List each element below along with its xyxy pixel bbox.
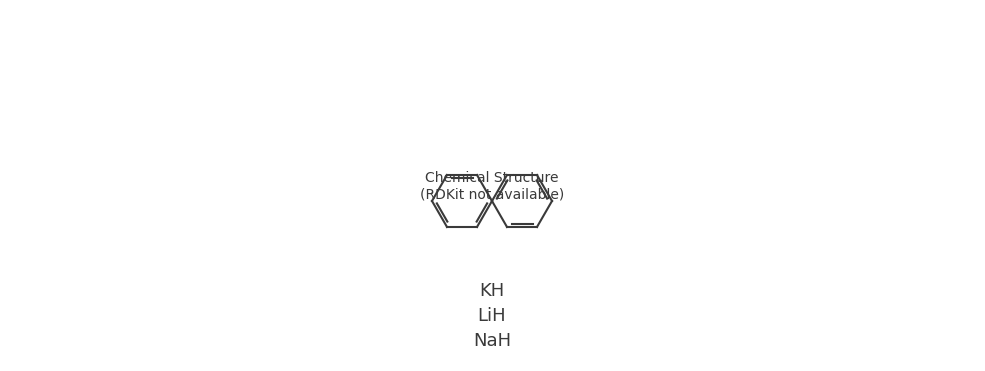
Text: NaH: NaH [473,332,511,350]
Text: KH: KH [480,282,504,300]
Text: LiH: LiH [478,307,506,325]
Text: Chemical Structure
(RDKit not available): Chemical Structure (RDKit not available) [420,171,564,201]
